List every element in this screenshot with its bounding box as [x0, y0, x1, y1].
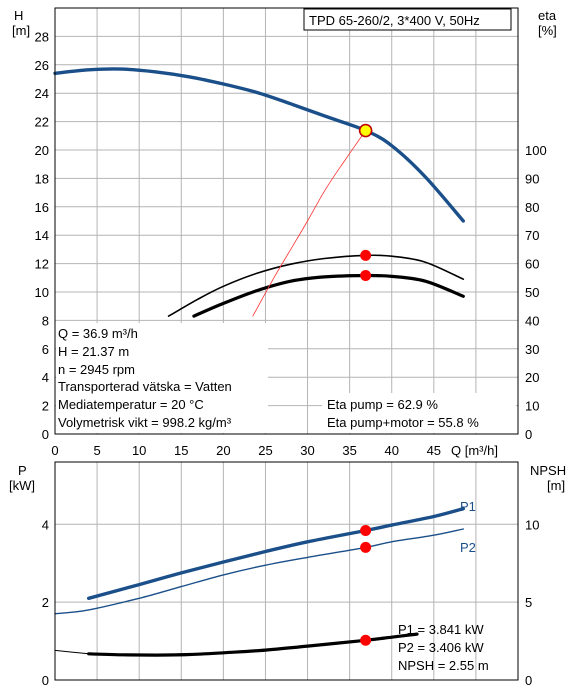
left-tick-label: 26	[35, 58, 49, 73]
top-left-axis-label-line2: [m]	[12, 23, 30, 38]
left-tick-label: 22	[35, 115, 49, 130]
x-tick-label: 25	[258, 443, 272, 458]
left-tick-label: 0	[42, 427, 49, 442]
right-tick-label: 10	[525, 517, 539, 532]
operating-point	[360, 249, 372, 261]
curve-P1	[87, 507, 465, 600]
info-flow: Q = 36.9 m³/h	[58, 326, 138, 341]
x-tick-label: 35	[342, 443, 356, 458]
bottom-right-axis-label-line1: NPSH	[530, 463, 566, 478]
info-speed: n = 2945 rpm	[58, 362, 135, 377]
efficiency-info-box	[322, 393, 516, 433]
eta-pump: Eta pump = 62.9 %	[327, 397, 438, 412]
right-tick-label: 100	[525, 143, 547, 158]
curve-NPSH	[87, 632, 419, 657]
left-tick-label: 4	[42, 370, 49, 385]
chart-title-box	[303, 8, 512, 31]
info-p2: P2 = 3.406 kW	[398, 640, 484, 655]
right-tick-label: 80	[525, 200, 539, 215]
left-tick-label: 0	[42, 673, 49, 688]
left-tick-label: 2	[42, 595, 49, 610]
x-tick-label: 20	[216, 443, 230, 458]
top-right-axis-label-line1: eta	[538, 8, 557, 23]
right-tick-label: 30	[525, 342, 539, 357]
bottom-left-axis-label-line2: [kW]	[9, 478, 35, 493]
right-tick-label: 40	[525, 313, 539, 328]
curve-series-3	[54, 649, 90, 655]
left-tick-label: 8	[42, 313, 49, 328]
right-tick-label: 70	[525, 228, 539, 243]
bottom-chart-curves	[54, 507, 465, 657]
left-tick-label: 20	[35, 143, 49, 158]
x-tick-label: 15	[174, 443, 188, 458]
right-tick-label: 50	[525, 285, 539, 300]
info-density: Volymetrisk vikt = 998.2 kg/m³	[58, 415, 232, 430]
info-head: H = 21.37 m	[58, 344, 129, 359]
left-tick-label: 2	[42, 399, 49, 414]
operating-point	[358, 123, 373, 138]
eta-pump-motor: Eta pump+motor = 55.8 %	[327, 415, 479, 430]
bottom-left-axis-label-line1: P	[18, 463, 27, 478]
curve-P2	[54, 528, 464, 615]
left-tick-label: 10	[35, 285, 49, 300]
operating-info-box	[56, 323, 268, 433]
bottom-chart-frame	[54, 461, 519, 681]
right-tick-label: 60	[525, 257, 539, 272]
bottom-chart-tick-labels: 0 2 4 0 5 10	[42, 517, 540, 688]
x-tick-label: 10	[132, 443, 146, 458]
right-tick-label: 0	[525, 427, 532, 442]
left-tick-label: 24	[35, 86, 49, 101]
right-tick-label: 90	[525, 171, 539, 186]
operating-point	[360, 634, 372, 646]
info-liquid: Transporterad vätska = Vatten	[58, 379, 232, 394]
left-tick-label: 16	[35, 200, 49, 215]
left-tick-label: 12	[35, 257, 49, 272]
curve-series-2	[192, 273, 465, 318]
info-temperature: Mediatemperatur = 20 °C	[58, 397, 204, 412]
left-tick-label: 4	[42, 517, 49, 532]
top-chart-curves	[53, 67, 465, 318]
x-tick-label: 0	[51, 443, 58, 458]
operating-point	[360, 541, 372, 553]
top-chart-tick-labels: 0246810121416182022242628010203040506070…	[35, 29, 547, 458]
top-left-axis-label-line1: H	[14, 8, 23, 23]
right-tick-label: 20	[525, 370, 539, 385]
bottom-chart-operating-points	[360, 524, 372, 646]
curve-series-1	[167, 254, 465, 317]
bottom-chart-grid	[55, 462, 518, 680]
series-label-p1: P1	[460, 499, 476, 514]
x-tick-label: 30	[300, 443, 314, 458]
curve-series-0	[53, 67, 465, 223]
bottom-right-axis-label-line2: [m]	[547, 478, 565, 493]
info-p1: P1 = 3.841 kW	[398, 622, 484, 637]
left-tick-label: 18	[35, 171, 49, 186]
chart-title: TPD 65-260/2, 3*400 V, 50Hz	[309, 13, 480, 28]
series-label-p2: P2	[460, 540, 476, 555]
left-tick-label: 28	[35, 29, 49, 44]
x-axis-label: Q [m³/h]	[451, 443, 498, 458]
left-tick-label: 14	[35, 228, 49, 243]
right-tick-label: 5	[525, 595, 532, 610]
x-tick-label: 40	[384, 443, 398, 458]
x-tick-label: 45	[427, 443, 441, 458]
curve-series-3	[252, 130, 366, 317]
top-chart-frame	[54, 7, 519, 435]
top-chart-operating-points	[358, 123, 373, 282]
left-tick-label: 6	[42, 342, 49, 357]
info-npsh: NPSH = 2.55 m	[398, 658, 489, 673]
operating-point	[360, 524, 372, 536]
operating-point	[360, 270, 372, 282]
right-tick-label: 0	[525, 673, 532, 688]
x-tick-label: 5	[93, 443, 100, 458]
right-tick-label: 10	[525, 399, 539, 414]
top-right-axis-label-line2: [%]	[538, 23, 557, 38]
